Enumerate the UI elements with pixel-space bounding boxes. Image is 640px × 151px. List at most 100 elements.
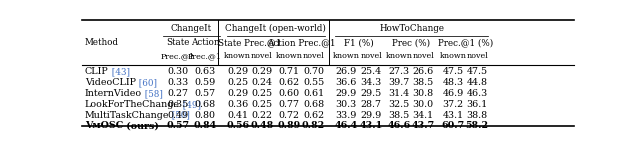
Text: 46.9: 46.9 xyxy=(442,89,463,98)
Text: 26.6: 26.6 xyxy=(413,67,434,76)
Text: State Prec.@1: State Prec.@1 xyxy=(218,38,282,47)
Text: State: State xyxy=(166,38,189,47)
Text: VideoCLIP: VideoCLIP xyxy=(85,78,136,87)
Text: 0.71: 0.71 xyxy=(279,67,300,76)
Text: 34.1: 34.1 xyxy=(413,111,434,120)
Text: LookForTheChange: LookForTheChange xyxy=(85,100,180,109)
Text: 0.68: 0.68 xyxy=(195,100,216,109)
Text: 0.22: 0.22 xyxy=(252,111,273,120)
Text: known: known xyxy=(333,52,360,60)
Text: 0.77: 0.77 xyxy=(279,100,300,109)
Text: 44.8: 44.8 xyxy=(467,78,488,87)
Text: 39.7: 39.7 xyxy=(388,78,410,87)
Text: MultiTaskChange: MultiTaskChange xyxy=(85,111,170,120)
Text: 26.9: 26.9 xyxy=(336,67,357,76)
Text: 0.89: 0.89 xyxy=(278,121,301,130)
Text: 29.5: 29.5 xyxy=(360,89,382,98)
Text: 29.9: 29.9 xyxy=(360,111,382,120)
Text: VᴍOSC: VᴍOSC xyxy=(85,121,124,130)
Text: 0.49: 0.49 xyxy=(167,111,188,120)
Text: 58.2: 58.2 xyxy=(466,121,489,130)
Text: 36.1: 36.1 xyxy=(467,100,488,109)
Text: 0.84: 0.84 xyxy=(193,121,216,130)
Text: 43.1: 43.1 xyxy=(442,111,463,120)
Text: 0.55: 0.55 xyxy=(303,78,324,87)
Text: 0.61: 0.61 xyxy=(303,89,324,98)
Text: 0.25: 0.25 xyxy=(227,78,248,87)
Text: 0.35: 0.35 xyxy=(167,100,188,109)
Text: 46.4: 46.4 xyxy=(335,121,358,130)
Text: 0.48: 0.48 xyxy=(250,121,274,130)
Text: Action: Action xyxy=(191,38,220,47)
Text: 0.29: 0.29 xyxy=(227,67,248,76)
Text: 0.29: 0.29 xyxy=(252,67,273,76)
Text: 0.33: 0.33 xyxy=(167,78,188,87)
Text: known: known xyxy=(276,52,303,60)
Text: known: known xyxy=(385,52,412,60)
Text: novel: novel xyxy=(467,52,488,60)
Text: 38.5: 38.5 xyxy=(413,78,434,87)
Text: 0.24: 0.24 xyxy=(252,78,273,87)
Text: 46.3: 46.3 xyxy=(467,89,488,98)
Text: 0.29: 0.29 xyxy=(227,89,248,98)
Text: 47.5: 47.5 xyxy=(467,67,488,76)
Text: 60.7: 60.7 xyxy=(442,121,465,130)
Text: 43.1: 43.1 xyxy=(360,121,383,130)
Text: novel: novel xyxy=(360,52,382,60)
Text: 47.5: 47.5 xyxy=(442,67,463,76)
Text: [43]: [43] xyxy=(109,67,130,76)
Text: 0.25: 0.25 xyxy=(252,89,273,98)
Text: 0.62: 0.62 xyxy=(279,78,300,87)
Text: 0.41: 0.41 xyxy=(227,111,248,120)
Text: 0.30: 0.30 xyxy=(167,67,188,76)
Text: 0.62: 0.62 xyxy=(303,111,324,120)
Text: 38.8: 38.8 xyxy=(467,111,488,120)
Text: 0.60: 0.60 xyxy=(279,89,300,98)
Text: ChangeIt (open-world): ChangeIt (open-world) xyxy=(225,24,326,33)
Text: Prec.@1 (%): Prec.@1 (%) xyxy=(438,38,493,47)
Text: 30.0: 30.0 xyxy=(413,100,434,109)
Text: 0.57: 0.57 xyxy=(195,89,216,98)
Text: known: known xyxy=(224,52,252,60)
Text: 30.3: 30.3 xyxy=(336,100,357,109)
Text: 36.6: 36.6 xyxy=(335,78,357,87)
Text: [49]: [49] xyxy=(180,100,201,109)
Text: 28.7: 28.7 xyxy=(361,100,381,109)
Text: CLIP: CLIP xyxy=(85,67,109,76)
Text: novel: novel xyxy=(303,52,324,60)
Text: 0.82: 0.82 xyxy=(302,121,325,130)
Text: 0.57: 0.57 xyxy=(166,121,189,130)
Text: 0.59: 0.59 xyxy=(195,78,216,87)
Text: ChangeIt: ChangeIt xyxy=(171,24,212,33)
Text: 38.5: 38.5 xyxy=(388,111,410,120)
Text: F1 (%): F1 (%) xyxy=(344,38,374,47)
Text: 32.5: 32.5 xyxy=(388,100,410,109)
Text: 0.27: 0.27 xyxy=(167,89,188,98)
Text: 48.3: 48.3 xyxy=(442,78,463,87)
Text: known: known xyxy=(440,52,467,60)
Text: HowToChange: HowToChange xyxy=(380,24,444,33)
Text: Prec.@1: Prec.@1 xyxy=(161,52,195,60)
Text: 30.8: 30.8 xyxy=(413,89,434,98)
Text: 46.6: 46.6 xyxy=(387,121,410,130)
Text: Action Prec.@1: Action Prec.@1 xyxy=(268,38,336,47)
Text: 33.9: 33.9 xyxy=(335,111,357,120)
Text: 0.80: 0.80 xyxy=(195,111,216,120)
Text: 0.63: 0.63 xyxy=(195,67,216,76)
Text: 0.68: 0.68 xyxy=(303,100,324,109)
Text: [58]: [58] xyxy=(142,89,163,98)
Text: 0.72: 0.72 xyxy=(279,111,300,120)
Text: 0.25: 0.25 xyxy=(252,100,273,109)
Text: 43.7: 43.7 xyxy=(412,121,435,130)
Text: 29.9: 29.9 xyxy=(336,89,357,98)
Text: 0.56: 0.56 xyxy=(226,121,250,130)
Text: 0.36: 0.36 xyxy=(227,100,248,109)
Text: 25.4: 25.4 xyxy=(360,67,381,76)
Text: Prec.@1: Prec.@1 xyxy=(188,52,222,60)
Text: 34.3: 34.3 xyxy=(360,78,382,87)
Text: Method: Method xyxy=(85,38,119,47)
Text: 0.70: 0.70 xyxy=(303,67,324,76)
Text: novel: novel xyxy=(412,52,434,60)
Text: [60]: [60] xyxy=(136,78,157,87)
Text: Prec (%): Prec (%) xyxy=(392,38,430,47)
